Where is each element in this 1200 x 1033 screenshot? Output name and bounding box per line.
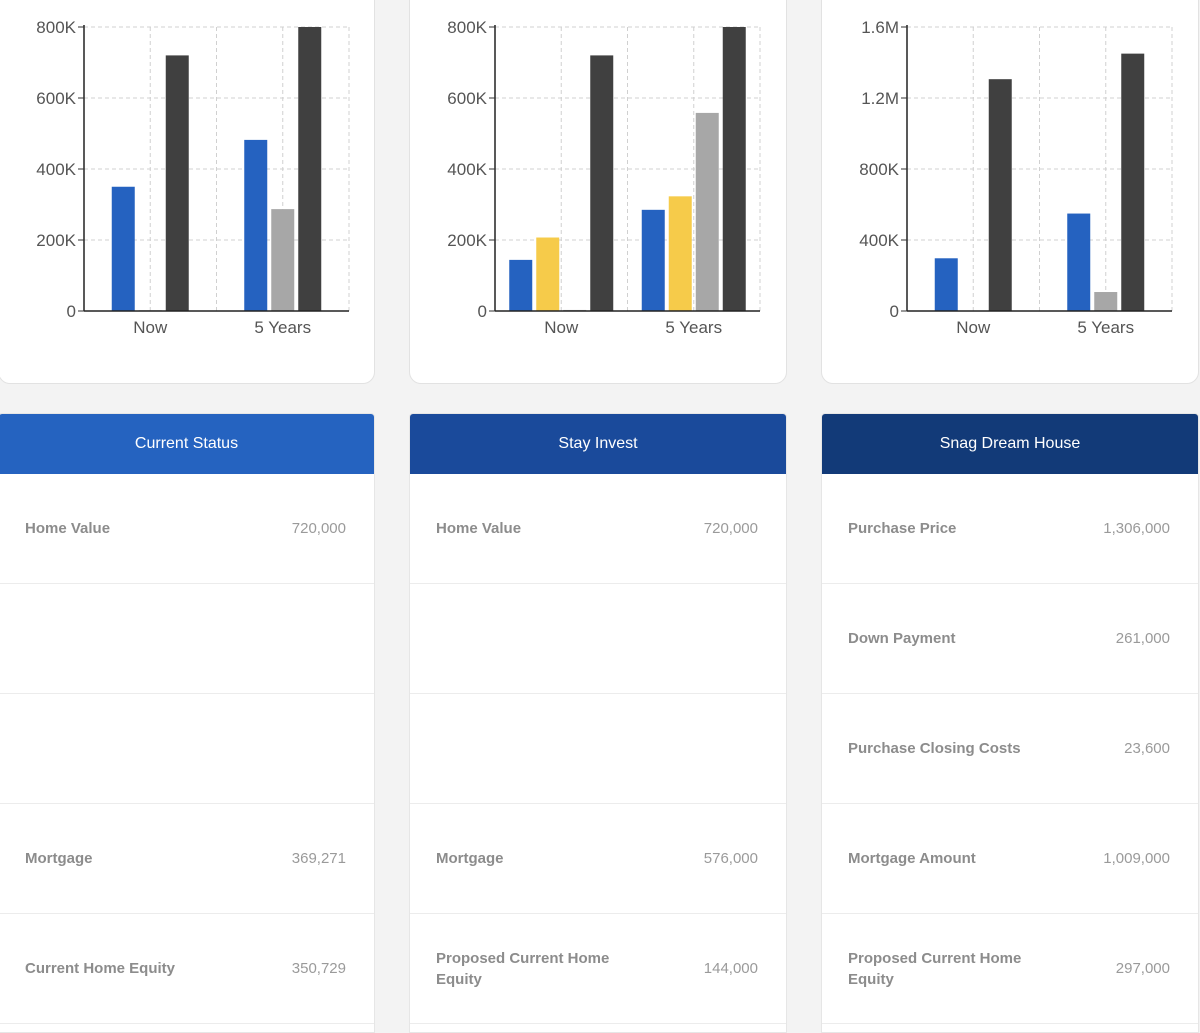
x-tick-label: Now bbox=[133, 318, 168, 337]
table-header[interactable]: Current Status bbox=[0, 414, 374, 474]
bar-chart-stay-invest: Now 5 Years 0 200K 400K 600K 800K bbox=[447, 18, 761, 337]
chart-card-snag-dream-house: Now 5 Years 0 400K 800K 1.2M 1.6M bbox=[821, 0, 1199, 384]
bar bbox=[590, 55, 614, 312]
row-value: 576,000 bbox=[703, 850, 758, 867]
x-tick-label: Now bbox=[956, 318, 991, 337]
bar bbox=[165, 55, 189, 312]
row-label: Mortgage bbox=[25, 850, 93, 867]
bar-chart-snag-dream-house: Now 5 Years 0 400K 800K 1.2M 1.6M bbox=[859, 18, 1173, 337]
bar bbox=[111, 186, 135, 311]
bar bbox=[536, 237, 560, 311]
table-row: Mortgage 369,271 bbox=[0, 804, 374, 914]
row-value: 350,729 bbox=[291, 960, 346, 977]
table-row: Proposed Current Home Equity 297,000 bbox=[822, 914, 1198, 1024]
row-label: Mortgage Amount bbox=[848, 850, 976, 867]
row-value: 1,306,000 bbox=[1103, 520, 1170, 537]
table-row: Purchase Closing Costs 23,600 bbox=[822, 694, 1198, 804]
bar bbox=[1094, 292, 1118, 311]
row-label: Current Home Equity bbox=[25, 960, 176, 977]
table-row: Purchase Price 1,306,000 bbox=[822, 474, 1198, 584]
bar bbox=[695, 112, 719, 311]
bar bbox=[298, 27, 322, 311]
table-row bbox=[410, 694, 786, 804]
table-row: Mortgage Amount 1,009,000 bbox=[822, 804, 1198, 914]
bar-chart-current-status: Now 5 Years 0 200K 400K 600K 800K bbox=[36, 18, 350, 337]
y-tick-label: 800K bbox=[36, 18, 76, 37]
row-label: Purchase Closing Costs bbox=[848, 740, 1021, 757]
table-title: Current Status bbox=[134, 435, 239, 452]
table-header[interactable]: Snag Dream House bbox=[822, 414, 1198, 474]
bar bbox=[1121, 53, 1145, 311]
table-row bbox=[0, 584, 374, 694]
bar bbox=[722, 27, 746, 311]
row-value: 720,000 bbox=[703, 520, 758, 537]
y-tick-label: 800K bbox=[859, 160, 899, 179]
y-tick-label: 0 bbox=[890, 302, 899, 321]
y-tick-label: 0 bbox=[478, 302, 487, 321]
row-value: 1,009,000 bbox=[1103, 850, 1170, 867]
table-row: Proposed Current Home Equity 144,000 bbox=[410, 914, 786, 1024]
bar bbox=[934, 258, 958, 311]
row-value: 144,000 bbox=[703, 960, 758, 977]
x-tick-label: 5 Years bbox=[1077, 318, 1134, 337]
row-value: 23,600 bbox=[1124, 740, 1170, 757]
row-label: Purchase Price bbox=[848, 520, 957, 537]
x-tick-label: 5 Years bbox=[254, 318, 311, 337]
y-tick-label: 400K bbox=[859, 231, 899, 250]
row-value: 297,000 bbox=[1115, 960, 1170, 977]
bar bbox=[1067, 213, 1091, 311]
table-row: Home Value 720,000 bbox=[410, 474, 786, 584]
y-tick-label: 1.2M bbox=[861, 89, 899, 108]
row-label: Proposed Current Home Equity bbox=[436, 949, 610, 988]
y-tick-label: 400K bbox=[447, 160, 487, 179]
row-label: Proposed Current Home Equity bbox=[848, 949, 1022, 988]
bar bbox=[641, 209, 665, 311]
y-tick-label: 600K bbox=[36, 89, 76, 108]
table-title: Stay Invest bbox=[558, 435, 638, 452]
row-label: Home Value bbox=[436, 520, 522, 537]
table-card-snag-dream-house: Snag Dream House Purchase Price 1,306,00… bbox=[821, 413, 1199, 1033]
y-tick-label: 1.6M bbox=[861, 18, 899, 37]
table-row bbox=[0, 694, 374, 804]
bar bbox=[271, 209, 295, 311]
x-tick-label: Now bbox=[544, 318, 579, 337]
table-title: Snag Dream House bbox=[939, 435, 1081, 452]
table-row: Current Home Equity 350,729 bbox=[0, 914, 374, 1024]
row-value: 369,271 bbox=[291, 850, 346, 867]
table-card-stay-invest: Stay Invest Home Value 720,000 Mortgage … bbox=[409, 413, 787, 1033]
table-header[interactable]: Stay Invest bbox=[410, 414, 786, 474]
table-row: Home Value 720,000 bbox=[0, 474, 374, 584]
table-card-current-status: Current Status Home Value 720,000 Mortga… bbox=[0, 413, 375, 1033]
x-tick-label: 5 Years bbox=[665, 318, 722, 337]
y-tick-label: 600K bbox=[447, 89, 487, 108]
table-row bbox=[410, 584, 786, 694]
table-row: Mortgage 576,000 bbox=[410, 804, 786, 914]
grid-lines bbox=[495, 26, 761, 311]
chart-card-current-status: Now 5 Years 0 200K 400K 600K 800K bbox=[0, 0, 375, 384]
y-tick-label: 0 bbox=[67, 302, 76, 321]
row-value: 261,000 bbox=[1115, 630, 1170, 647]
bar bbox=[244, 139, 268, 311]
y-tick-label: 200K bbox=[36, 231, 76, 250]
chart-card-stay-invest: Now 5 Years 0 200K 400K 600K 800K bbox=[409, 0, 787, 384]
y-tick-label: 800K bbox=[447, 18, 487, 37]
bar bbox=[668, 196, 692, 311]
bar bbox=[988, 79, 1012, 311]
row-label: Down Payment bbox=[848, 630, 956, 647]
row-value: 720,000 bbox=[291, 520, 346, 537]
row-label: Mortgage bbox=[436, 850, 504, 867]
row-label: Home Value bbox=[25, 520, 111, 537]
table-row: Down Payment 261,000 bbox=[822, 584, 1198, 694]
y-tick-label: 400K bbox=[36, 160, 76, 179]
y-tick-label: 200K bbox=[447, 231, 487, 250]
bar bbox=[509, 259, 533, 311]
